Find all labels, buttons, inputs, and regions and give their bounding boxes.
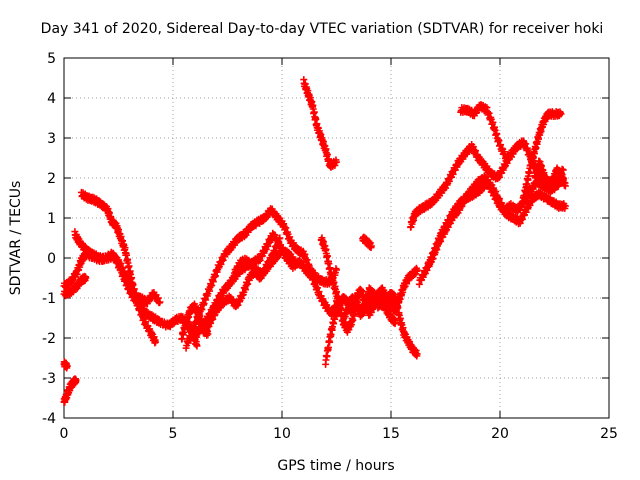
x-tick-label: 20: [491, 426, 509, 442]
y-tick-label: 1: [47, 211, 56, 227]
grid-lines: [64, 58, 609, 418]
y-tick-label: -1: [42, 291, 56, 307]
y-axis-label: SDTVAR / TECUs: [8, 181, 24, 296]
series-seg3: [60, 272, 90, 300]
y-tick-label: 4: [47, 91, 56, 107]
data-point: [156, 298, 164, 306]
data-point: [276, 234, 284, 242]
data-point: [413, 350, 421, 358]
x-tick-label: 5: [169, 426, 178, 442]
data-point: [193, 342, 201, 350]
y-tick-label: -3: [42, 371, 56, 387]
x-tick-label: 25: [600, 426, 618, 442]
data-point: [63, 362, 71, 370]
x-tick-label: 10: [273, 426, 291, 442]
data-point: [125, 262, 133, 270]
x-axis-label: GPS time / hours: [277, 458, 394, 474]
x-tick-label: 0: [60, 426, 69, 442]
data-point: [82, 274, 90, 282]
series-seg14: [322, 264, 421, 368]
axis-ticks: [63, 57, 610, 419]
y-tick-label: 3: [47, 131, 56, 147]
chart-title: Day 341 of 2020, Sidereal Day-to-day VTE…: [41, 21, 604, 37]
series-seg2: [60, 358, 71, 372]
data-point: [557, 110, 565, 118]
tick-labels: 0 5 10 15 20 25 -4 -3 -2 -1 0 1 2 3 4 5: [42, 51, 618, 442]
series-seg15: [339, 284, 399, 328]
y-tick-label: 0: [47, 251, 56, 267]
data-point: [208, 282, 216, 290]
data-points: [60, 76, 569, 406]
data-point: [413, 266, 421, 274]
series-seg9: [191, 229, 343, 344]
y-tick-label: 5: [47, 51, 56, 67]
series-seg11: [230, 234, 284, 283]
data-point: [367, 242, 375, 250]
series-seg1: [60, 375, 80, 406]
plot-frame: [63, 57, 610, 419]
data-point: [561, 182, 569, 190]
data-point: [72, 376, 80, 384]
data-point: [561, 202, 569, 210]
data-point: [152, 338, 160, 346]
data-point: [509, 150, 517, 158]
series-seg12: [300, 76, 340, 171]
series-seg20: [457, 101, 517, 164]
series-seg19: [424, 178, 569, 270]
series-seg5: [71, 228, 164, 308]
data-point: [291, 258, 299, 266]
series-seg21: [518, 108, 565, 210]
y-tick-label: -4: [42, 411, 56, 427]
series-seg16: [359, 233, 375, 252]
y-tick-label: -2: [42, 331, 56, 347]
data-point: [333, 158, 340, 166]
x-tick-label: 15: [382, 426, 400, 442]
series-seg22: [531, 157, 569, 191]
y-tick-label: 2: [47, 171, 56, 187]
data-point: [391, 318, 399, 326]
data-point: [333, 266, 340, 274]
